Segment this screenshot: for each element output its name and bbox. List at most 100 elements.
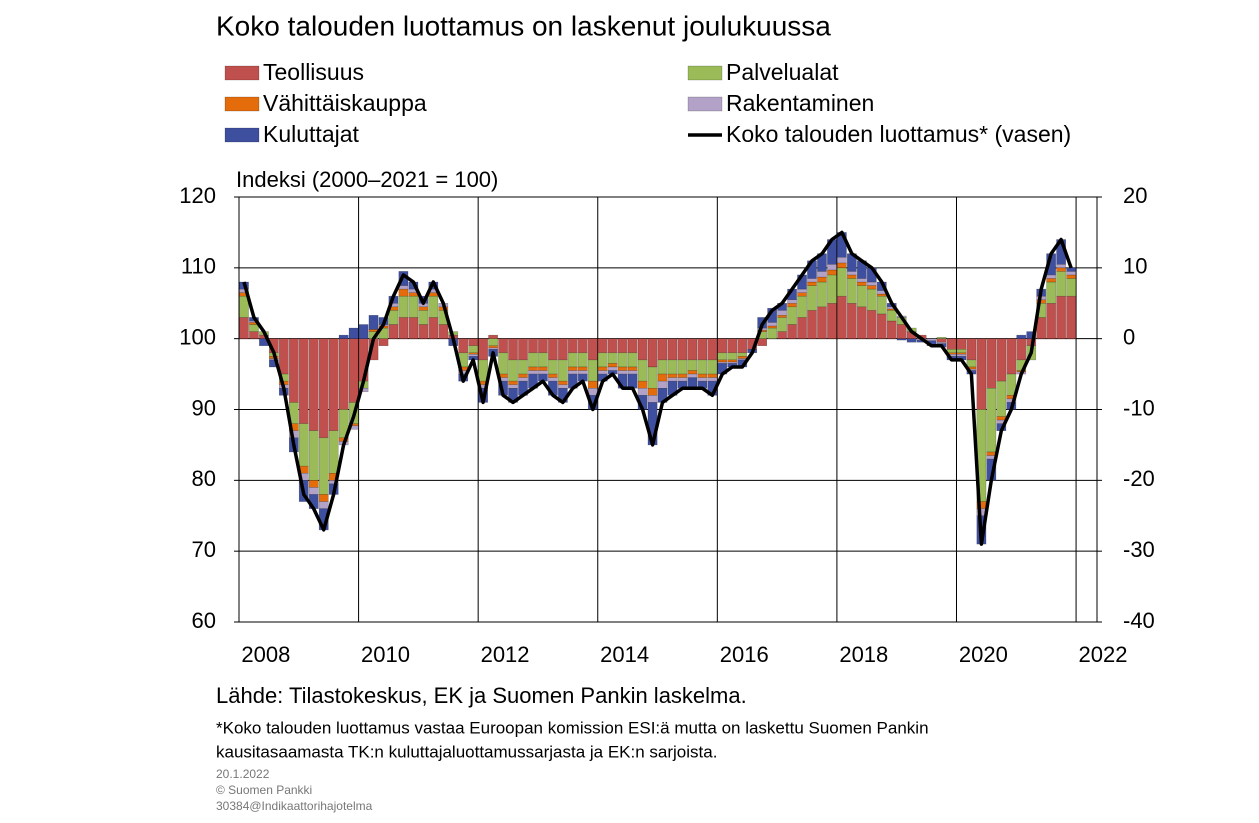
bar — [876, 293, 887, 297]
line — [242, 230, 1073, 546]
legend-swatch — [224, 127, 260, 143]
bar — [577, 366, 588, 371]
bar — [607, 352, 618, 364]
bar — [508, 359, 518, 382]
bar — [896, 324, 907, 339]
bar — [328, 338, 339, 431]
bar — [318, 494, 329, 502]
bar — [727, 352, 738, 361]
bar — [926, 338, 937, 342]
y2-tick-label: -30 — [1123, 537, 1155, 562]
bar — [847, 303, 857, 339]
bar — [558, 384, 568, 389]
bar — [797, 288, 807, 293]
bar — [428, 292, 439, 297]
legend-label: Teollisuus — [263, 59, 364, 85]
bar — [677, 359, 688, 375]
bar — [767, 325, 777, 329]
bar — [408, 292, 419, 297]
bar — [627, 338, 638, 354]
y-tick-label: 80 — [192, 466, 216, 491]
bar — [677, 338, 688, 361]
bar — [617, 338, 628, 354]
bar — [587, 380, 598, 389]
bar — [1006, 338, 1017, 375]
bar — [378, 338, 389, 346]
bar — [538, 352, 548, 368]
bar — [817, 306, 827, 339]
bar — [468, 338, 479, 346]
bar — [637, 380, 648, 389]
bar — [697, 359, 708, 375]
y2-tick-label: 0 — [1123, 324, 1135, 349]
bar — [956, 338, 967, 350]
bar — [956, 349, 967, 354]
bar — [518, 338, 528, 361]
plot-frame — [238, 196, 1098, 623]
axis-label: Indeksi (2000–2021 = 100) — [236, 167, 498, 192]
bar — [408, 295, 419, 318]
bar — [308, 487, 319, 495]
bar — [298, 338, 309, 424]
bar — [538, 338, 548, 354]
bar — [637, 359, 648, 382]
y2-tick-label: -40 — [1123, 608, 1155, 633]
bar — [577, 370, 588, 375]
x-tick-label: 2014 — [600, 642, 649, 667]
bar — [946, 349, 957, 354]
bar — [1066, 274, 1076, 279]
bar — [428, 317, 439, 339]
bar — [1066, 295, 1076, 339]
bar — [627, 370, 638, 375]
bar — [1066, 271, 1076, 276]
bar — [338, 334, 349, 339]
bar — [767, 322, 777, 327]
bar — [388, 324, 399, 339]
bar — [508, 338, 518, 361]
bar — [607, 366, 618, 371]
bar — [488, 345, 498, 349]
bar — [667, 359, 678, 375]
bar — [518, 373, 528, 378]
bar — [498, 352, 508, 375]
bar — [886, 320, 897, 339]
bar — [717, 359, 728, 363]
bar — [249, 324, 259, 332]
bar — [528, 352, 538, 368]
bar — [866, 310, 877, 339]
bar — [986, 451, 997, 456]
bar — [757, 338, 768, 346]
bar — [697, 377, 708, 382]
y2-tick-label: -20 — [1123, 466, 1155, 491]
y-tick-label: 120 — [179, 183, 216, 208]
bar — [856, 281, 867, 286]
bar — [906, 338, 917, 343]
bar — [398, 288, 409, 297]
bar — [1056, 264, 1066, 269]
legend-swatch — [687, 65, 723, 81]
bar — [607, 338, 618, 354]
bar — [528, 366, 538, 371]
bar — [637, 388, 648, 396]
bar — [428, 295, 439, 318]
bar — [677, 373, 688, 378]
bar — [1066, 278, 1076, 297]
bar — [627, 366, 638, 371]
bar — [627, 352, 638, 368]
bar — [318, 501, 329, 509]
legend-swatch — [224, 65, 260, 81]
bar — [717, 361, 728, 364]
x-tick-label: 2020 — [959, 642, 1008, 667]
y2-tick-label: -10 — [1123, 395, 1155, 420]
bar — [837, 262, 847, 269]
bar — [558, 359, 568, 382]
legend-swatch — [224, 96, 260, 112]
bar — [827, 303, 837, 339]
bar — [996, 416, 1007, 421]
bar — [548, 359, 558, 375]
bar — [468, 345, 479, 354]
bar — [418, 310, 429, 325]
bar — [687, 359, 698, 371]
bar — [468, 354, 479, 357]
